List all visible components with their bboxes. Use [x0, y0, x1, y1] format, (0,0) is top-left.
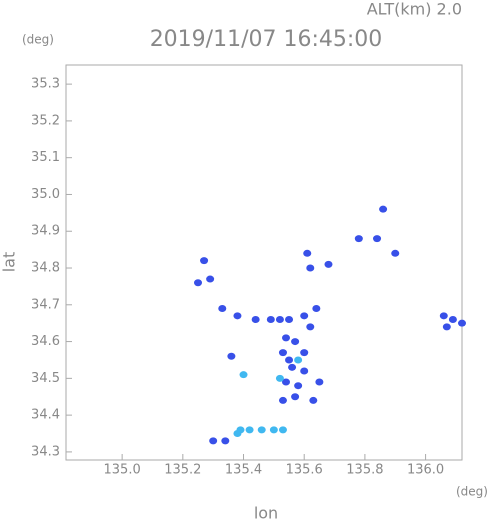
- y-tick-label: 34.9: [31, 224, 60, 239]
- echo: [200, 257, 209, 265]
- x-tick-label: 136.0: [407, 463, 444, 478]
- y-tick-label: 34.3: [31, 444, 60, 459]
- echo: [257, 426, 266, 434]
- echo: [300, 349, 309, 357]
- altitude: ALT(km) 2.0: [367, 0, 462, 19]
- echo: [294, 356, 303, 364]
- echo: [288, 363, 297, 371]
- echo: [275, 374, 284, 382]
- echo: [291, 393, 300, 401]
- echo: [206, 275, 215, 283]
- x-tick-label: 135.4: [225, 463, 262, 478]
- echo: [291, 338, 300, 346]
- y-tick-label: 35.3: [31, 77, 60, 92]
- echo: [442, 323, 451, 331]
- echo: [278, 396, 287, 404]
- chart-title: 2019/11/07 16:45:00: [150, 27, 383, 52]
- echo: [285, 356, 294, 364]
- echo: [221, 437, 230, 445]
- echo: [218, 304, 227, 312]
- echo: [458, 319, 466, 327]
- y-tick-label: 34.6: [31, 334, 60, 349]
- echo: [306, 264, 315, 272]
- echo: [294, 382, 303, 390]
- echo: [282, 378, 290, 386]
- echo: [324, 260, 333, 268]
- echo: [309, 396, 318, 404]
- echo: [303, 249, 312, 257]
- echo: [448, 316, 457, 324]
- echo: [300, 367, 309, 375]
- echo: [209, 437, 218, 445]
- echo: [239, 371, 248, 379]
- y-tick-label: 35.2: [31, 113, 60, 128]
- x-tick-label: 135.2: [164, 463, 201, 478]
- echo: [275, 316, 284, 324]
- echo: [194, 279, 202, 287]
- echo: [245, 426, 254, 434]
- x-axis-label: lon: [254, 504, 278, 522]
- echo: [312, 304, 321, 312]
- y-unit: (deg): [22, 33, 54, 47]
- echo: [354, 235, 363, 243]
- x-tick-label: 135.8: [346, 463, 383, 478]
- echo: [285, 316, 294, 324]
- echo: [236, 426, 245, 434]
- y-tick-label: 35.1: [31, 150, 60, 165]
- echo: [269, 426, 278, 434]
- x-tick-label: 135.6: [286, 463, 323, 478]
- echo: [282, 334, 290, 342]
- echo: [379, 205, 388, 213]
- echo: [251, 316, 260, 324]
- y-axis-label: lat: [0, 252, 19, 273]
- echo: [278, 349, 287, 357]
- echo: [266, 316, 275, 324]
- echo: [233, 312, 242, 320]
- y-tick-label: 34.7: [31, 297, 60, 312]
- x-tick-label: 135.0: [104, 463, 141, 478]
- echo: [278, 426, 287, 434]
- echo: [300, 312, 309, 320]
- echo: [373, 235, 382, 243]
- y-tick-label: 34.4: [31, 408, 60, 423]
- echo: [227, 352, 236, 360]
- plot-frame: [65, 64, 463, 461]
- echo: [391, 249, 400, 257]
- x-unit: (deg): [456, 485, 488, 499]
- echo: [439, 312, 448, 320]
- echo: [306, 323, 315, 331]
- y-tick-label: 34.8: [31, 261, 60, 276]
- y-tick-label: 34.5: [31, 371, 60, 386]
- echo: [315, 378, 324, 386]
- y-tick-label: 35.0: [31, 187, 60, 202]
